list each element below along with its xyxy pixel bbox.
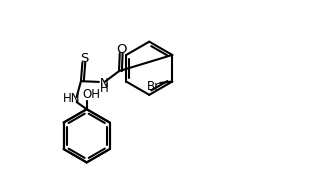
Text: S: S [80, 52, 88, 65]
Text: Br: Br [147, 80, 160, 93]
Text: H: H [100, 82, 109, 95]
Text: N: N [100, 77, 109, 90]
Text: O: O [116, 43, 126, 56]
Text: OH: OH [82, 88, 100, 101]
Text: HN: HN [63, 92, 80, 105]
